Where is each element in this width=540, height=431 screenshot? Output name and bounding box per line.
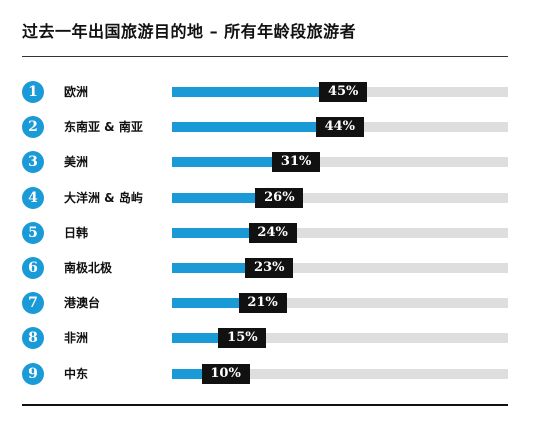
value-label: 24%: [248, 222, 297, 243]
rank-badge: 8: [22, 327, 44, 350]
category-label: 非洲: [64, 331, 89, 346]
rank-badge: 7: [22, 292, 44, 315]
bar-row: 2 东南亚 & 南亚 44%: [22, 115, 508, 139]
rank-badge: 5: [22, 221, 44, 244]
bar-track: [172, 333, 508, 344]
rank-badge: 4: [22, 186, 44, 209]
top-divider: [22, 56, 508, 57]
bar-fill: [172, 263, 250, 273]
bar-row: 3 美洲 31%: [22, 150, 508, 174]
bar-track: [172, 368, 508, 379]
rank-badge: 1: [22, 81, 44, 103]
bar-fill: [172, 192, 260, 203]
category-label: 美洲: [64, 155, 89, 170]
value-label: 10%: [201, 363, 250, 384]
bottom-divider: [22, 404, 508, 406]
category-label: 日韩: [64, 225, 89, 240]
rank-badge: 2: [22, 116, 44, 139]
category-label: 南极北极: [64, 261, 113, 275]
bar-fill: [172, 122, 320, 133]
category-label: 东南亚 & 南亚: [64, 120, 143, 135]
bar-row: 8 非洲 15%: [22, 326, 508, 350]
category-label: 大洋洲 & 岛屿: [64, 190, 143, 205]
bar-row: 1 欧洲 45%: [22, 80, 508, 104]
bar-fill: [172, 157, 277, 168]
bar-fill: [172, 368, 206, 379]
bar-row: 5 日韩 24%: [22, 221, 508, 245]
bar-row: 4 大洋洲 & 岛屿 26%: [22, 186, 508, 210]
bar-track: [172, 192, 508, 203]
category-label: 港澳台: [64, 296, 101, 311]
value-label: 15%: [218, 328, 267, 349]
bar-track: [172, 227, 508, 238]
bar-track: [172, 157, 508, 168]
value-label: 23%: [245, 258, 294, 278]
value-label: 44%: [315, 117, 364, 138]
rank-badge: 9: [22, 362, 44, 385]
category-label: 欧洲: [64, 85, 89, 99]
bar-fill: [172, 87, 324, 97]
rank-badge: 6: [22, 257, 44, 279]
value-label: 21%: [238, 293, 287, 314]
chart-title: 过去一年出国旅游目的地 – 所有年龄段旅游者: [22, 22, 357, 41]
bar-track: [172, 263, 508, 273]
bar-row: 9 中东 10%: [22, 362, 508, 386]
bar-row: 7 港澳台 21%: [22, 291, 508, 315]
bar-track: [172, 298, 508, 309]
rank-badge: 3: [22, 151, 44, 174]
bar-fill: [172, 333, 223, 344]
bar-row: 6 南极北极 23%: [22, 256, 508, 280]
value-label: 45%: [319, 82, 368, 102]
category-label: 中东: [64, 366, 89, 381]
value-label: 31%: [272, 152, 321, 173]
bar-fill: [172, 227, 253, 238]
bar-fill: [172, 298, 243, 309]
value-label: 26%: [255, 187, 304, 208]
